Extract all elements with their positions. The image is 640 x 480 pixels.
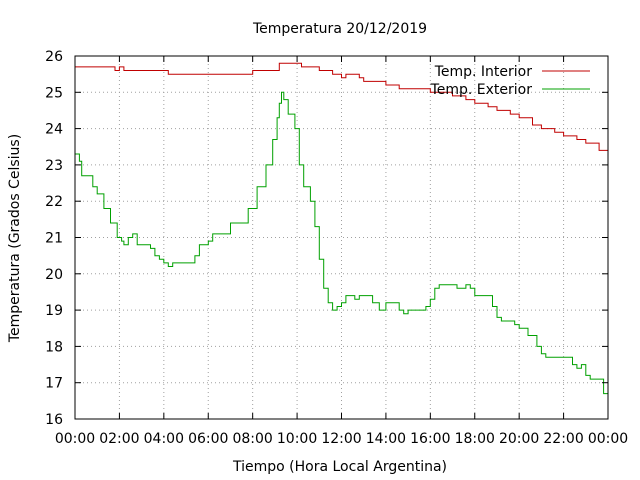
grid-lines <box>75 56 608 419</box>
x-tick-label: 22:00 <box>543 431 583 447</box>
x-tick-label: 18:00 <box>455 431 495 447</box>
x-tick-label: 14:00 <box>366 431 406 447</box>
y-tick-label: 23 <box>45 158 63 174</box>
axis-ticks <box>74 55 609 420</box>
y-tick-label: 22 <box>45 194 63 210</box>
y-tick-label: 25 <box>45 85 63 101</box>
y-tick-label: 18 <box>45 339 63 355</box>
y-tick-label: 26 <box>45 49 63 65</box>
chart-title: Temperatura 20/12/2019 <box>252 21 427 37</box>
x-tick-label: 04:00 <box>144 431 184 447</box>
x-tick-label: 02:00 <box>99 431 139 447</box>
y-tick-label: 20 <box>45 267 63 283</box>
x-axis-label: Tiempo (Hora Local Argentina) <box>232 459 447 475</box>
y-tick-label: 19 <box>45 303 63 319</box>
x-tick-label: 08:00 <box>232 431 272 447</box>
legend: Temp. Interior Temp. Exterior <box>430 64 590 98</box>
y-tick-label: 24 <box>45 122 63 138</box>
x-tick-label: 12:00 <box>321 431 361 447</box>
series-layer <box>75 62 609 412</box>
y-axis-label: Temperatura (Grados Celsius) <box>7 134 23 343</box>
x-tick-label: 06:00 <box>188 431 228 447</box>
y-tick-label: 21 <box>45 231 63 247</box>
y-tick-label: 16 <box>45 412 63 428</box>
x-tick-label: 20:00 <box>499 431 539 447</box>
y-tick-labels: 16 17 18 19 20 21 22 23 24 25 26 <box>45 49 63 428</box>
x-tick-label: 16:00 <box>410 431 450 447</box>
x-tick-label: 00:00 <box>588 431 628 447</box>
legend-label-temp-interior: Temp. Interior <box>434 64 533 80</box>
x-tick-labels: 00:00 02:00 04:00 06:00 08:00 10:00 12:00 14:00… <box>55 431 628 447</box>
series-line-temp-interior <box>75 62 609 154</box>
series-line-temp-exterior <box>75 91 609 412</box>
x-tick-label: 10:00 <box>277 431 317 447</box>
legend-label-temp-exterior: Temp. Exterior <box>430 82 533 98</box>
y-tick-label: 17 <box>45 376 63 392</box>
x-tick-label: 00:00 <box>55 431 95 447</box>
